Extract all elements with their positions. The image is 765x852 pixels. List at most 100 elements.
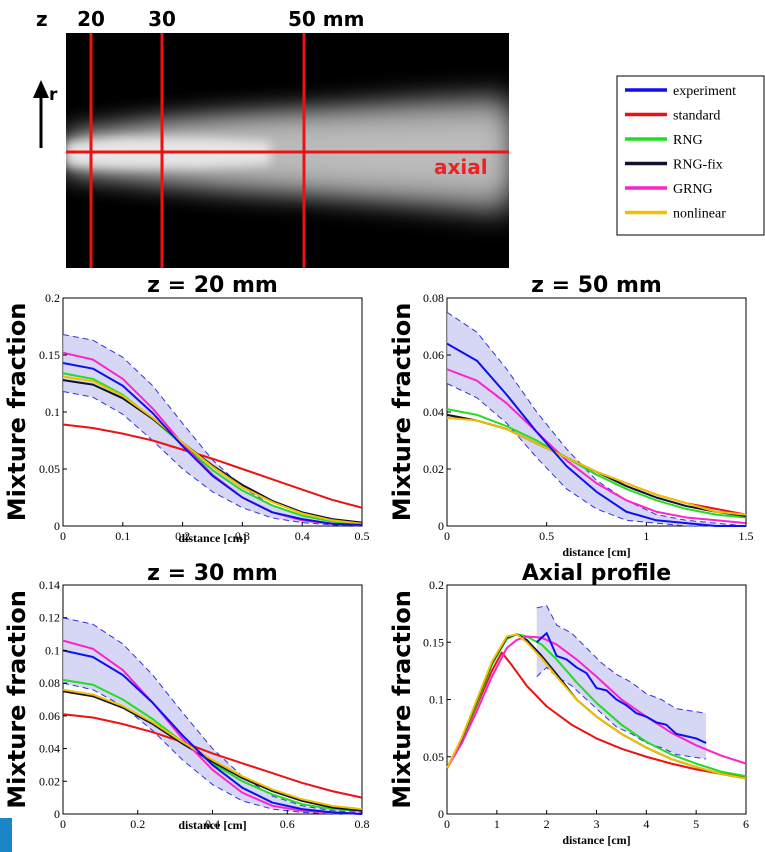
- chart-z30-series-rng-fix: [62, 690, 363, 812]
- chart-z50: 0 0.5 1 1.5 0 0.02 0.04 0.06 0.08 z = 50 mm distan…: [388, 273, 754, 559]
- chart-axial-ylabel: Mixture fraction: [388, 590, 416, 809]
- r-axis-arrow: [33, 80, 49, 148]
- chart-z20-uncertainty-band: [63, 334, 362, 526]
- chart-axial-series-experiment: [536, 632, 707, 744]
- chart-z20-ytick-label: 0: [54, 519, 60, 533]
- chart-axial-ytick-label: 0.2: [429, 578, 444, 592]
- chart-z30-series-nonlinear: [62, 688, 363, 811]
- chart-z50-series-nonlinear: [446, 416, 747, 516]
- legend: experiment standard RNG RNG-fix GRNG nonlinea…: [616, 75, 765, 236]
- chart-z50-xtick-label: 0: [444, 529, 450, 543]
- legend-box: [616, 75, 765, 236]
- legend-items: experiment standard RNG RNG-fix GRNG nonlinea…: [625, 84, 736, 222]
- chart-z20-xlabel: distance [cm]: [178, 531, 246, 545]
- chart-z50-ytick-label: 0.08: [423, 291, 444, 305]
- chart-axial-band-upper: [536, 605, 707, 714]
- chart-z30-xtick-label: 0.6: [280, 817, 295, 831]
- chart-z30-ytick-label: 0.06: [39, 709, 60, 723]
- chart-z20-ytick-label: 0.05: [39, 462, 60, 476]
- chart-axial-profile: 0 1 2 3 4 5 6 0 0.05 0.1 0.15 0.2 Axial profile dista…: [388, 561, 749, 847]
- chart-z30-ylabel: Mixture fraction: [3, 590, 31, 809]
- chart-z30-xtick-label: 0: [60, 817, 66, 831]
- chart-z20-xtick-label: 0.5: [355, 529, 370, 543]
- chart-z20-ylabel: Mixture fraction: [3, 303, 31, 522]
- chart-z50-xlabel: distance [cm]: [562, 545, 630, 559]
- chart-axial-xtick-label: 1: [494, 817, 500, 831]
- chart-z30: 0 0.2 0.4 0.6 0.8 0 0.02 0.04 0.06 0.08 0.1 0.12 0.1…: [3, 561, 370, 832]
- chart-z30-title: z = 30 mm: [147, 561, 278, 586]
- chart-z30-ytick-label: 0: [54, 807, 60, 821]
- chart-z30-series-standard: [62, 713, 363, 799]
- chart-axial-series-standard: [446, 651, 747, 779]
- chart-axial-xtick-label: 2: [544, 817, 550, 831]
- chart-z30-series-grng: [62, 639, 363, 815]
- chart-z50-ytick-label: 0.02: [423, 462, 444, 476]
- chart-z20-title: z = 20 mm: [147, 273, 278, 298]
- r-label: r: [49, 85, 58, 105]
- z-prefix-label: z: [36, 7, 48, 31]
- chart-z30-ytick-label: 0.08: [39, 676, 60, 690]
- chart-z30-series-rng: [62, 678, 363, 812]
- chart-z30-xtick-label: 0.2: [130, 817, 145, 831]
- legend-label-experiment: experiment: [673, 84, 736, 99]
- chart-z50-ytick-label: 0.04: [423, 405, 444, 419]
- chart-z20-ytick-label: 0.2: [45, 291, 60, 305]
- chart-axial-series-nonlinear: [446, 633, 747, 780]
- z30-label: 30: [148, 7, 176, 31]
- legend-label-nonlinear: nonlinear: [673, 207, 726, 222]
- chart-z30-xtick-label: 0.8: [355, 817, 370, 831]
- z50-label: 50 mm: [288, 7, 364, 31]
- chart-z20: 0 0.1 0.2 0.3 0.4 0.5 0 0.05 0.1 0.15 0.2 z = 20 mm…: [3, 273, 370, 545]
- chart-z30-ytick-label: 0.04: [39, 742, 60, 756]
- chart-z20-xtick-label: 0: [60, 529, 66, 543]
- legend-label-grng: GRNG: [673, 182, 713, 197]
- chart-z30-series-experiment: [62, 649, 363, 815]
- chart-z20-ytick-label: 0.15: [39, 348, 60, 362]
- chart-z20-band-upper: [62, 333, 363, 525]
- legend-label-rng-fix: RNG-fix: [673, 158, 723, 173]
- chart-z50-series-rng: [446, 408, 747, 519]
- chart-axial-band-lower: [536, 666, 707, 760]
- chart-z20-xtick-label: 0.2: [175, 529, 190, 543]
- chart-z50-xtick-label: 1.5: [739, 529, 754, 543]
- chart-z20-series-experiment: [62, 361, 363, 526]
- chart-axial-ytick-label: 0.05: [423, 750, 444, 764]
- chart-axial-ytick-label: 0.15: [423, 635, 444, 649]
- chart-z20-series-nonlinear: [62, 375, 363, 525]
- chart-z20-xtick-label: 0.1: [115, 529, 130, 543]
- chart-z50-ytick-label: 0.06: [423, 348, 444, 362]
- chart-z30-xtick-label: 0.4: [205, 817, 220, 831]
- chart-axial-xtick-label: 5: [693, 817, 699, 831]
- chart-z50-ytick-label: 0: [438, 519, 444, 533]
- corner-fragment: [0, 818, 12, 852]
- chart-z50-ylabel: Mixture fraction: [388, 303, 416, 522]
- chart-z30-xlabel: distance [cm]: [178, 818, 246, 832]
- z20-label: 20: [77, 7, 105, 31]
- chart-z50-series-experiment: [446, 342, 746, 527]
- chart-z20-ytick-label: 0.1: [45, 405, 60, 419]
- chart-z30-ytick-label: 0.1: [45, 643, 60, 657]
- chart-axial-uncertainty-band: [536, 605, 707, 760]
- chart-axial-xtick-label: 4: [643, 817, 649, 831]
- chart-z30-ytick-label: 0.02: [39, 774, 60, 788]
- jet-image-panel: axial z 20 30 50 mm r: [33, 7, 509, 268]
- legend-label-standard: standard: [673, 109, 720, 124]
- chart-z20-series-standard: [62, 423, 363, 509]
- chart-axial-xlabel: distance [cm]: [562, 833, 630, 847]
- chart-axial-xtick-label: 6: [743, 817, 749, 831]
- chart-z30-uncertainty-band: [63, 617, 362, 814]
- chart-z20-xtick-label: 0.3: [235, 529, 250, 543]
- chart-z30-ytick-label: 0.12: [39, 611, 60, 625]
- chart-axial-title: Axial profile: [522, 561, 671, 586]
- legend-label-rng: RNG: [673, 133, 703, 148]
- chart-z20-series-rng: [62, 372, 363, 525]
- chart-z50-xtick-label: 1: [643, 529, 649, 543]
- chart-axial-xtick-label: 3: [594, 817, 600, 831]
- chart-axial-xtick-label: 0: [444, 817, 450, 831]
- chart-z50-title: z = 50 mm: [531, 273, 662, 298]
- chart-z30-ytick-label: 0.14: [39, 578, 60, 592]
- chart-z20-band-lower: [62, 390, 363, 527]
- chart-z20-xtick-label: 0.4: [295, 529, 310, 543]
- chart-axial-ytick-label: 0: [438, 807, 444, 821]
